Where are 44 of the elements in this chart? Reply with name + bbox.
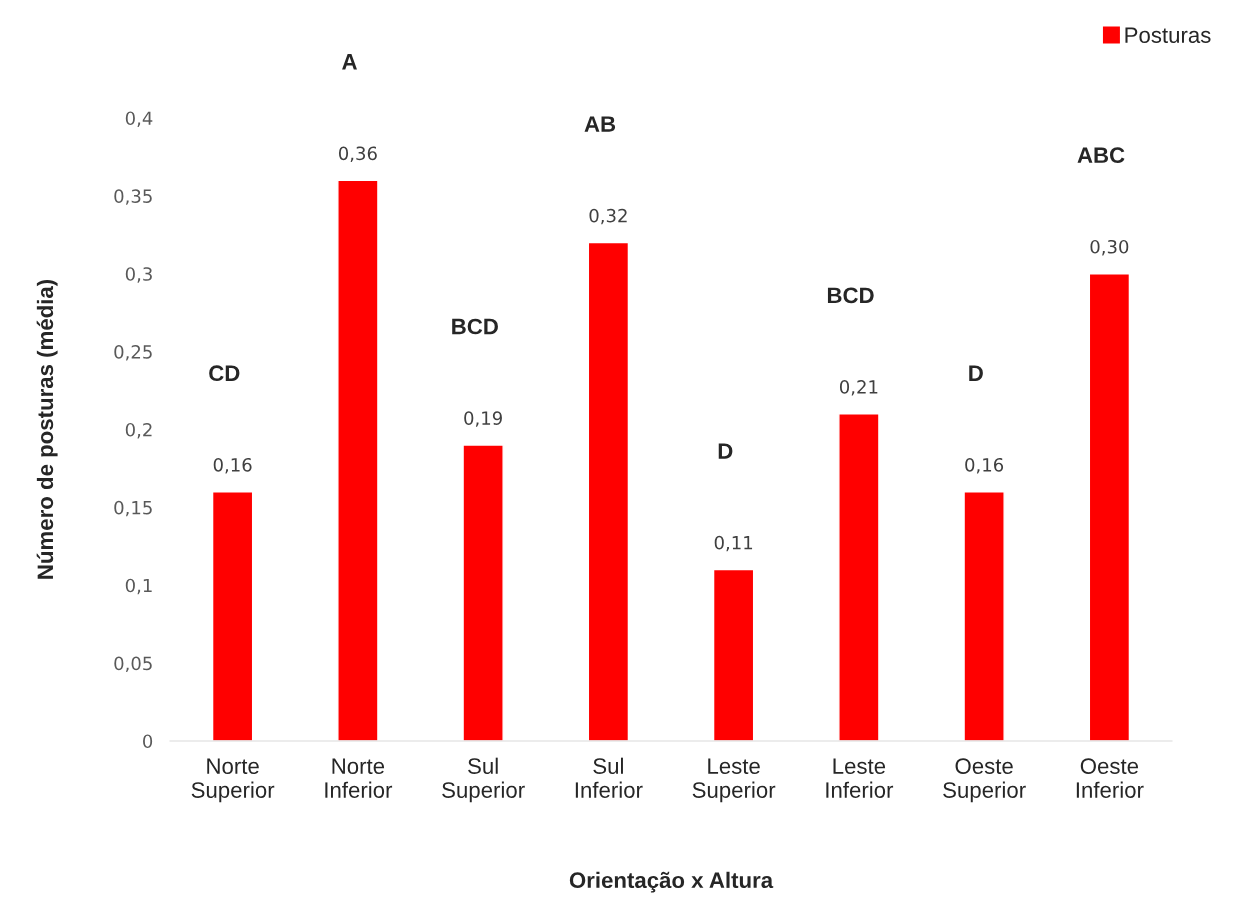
data-label: 0,36 (338, 146, 377, 162)
data-label: 0,16 (965, 457, 1004, 474)
data-label: 0,32 (589, 208, 627, 225)
y-tick-label: 0,35 (114, 189, 152, 205)
x-tick-label: Leste Superior (692, 758, 776, 803)
x-tick-label: Sul Superior (442, 757, 525, 803)
bar (712, 568, 755, 741)
x-tick-label: Leste Inferior (826, 758, 894, 798)
annotation: BCD (452, 318, 498, 335)
y-tick-label: 0,25 (114, 345, 152, 361)
data-label: 0,11 (714, 535, 753, 552)
text: A (342, 54, 357, 70)
annotation: AB (584, 116, 616, 132)
bar (462, 444, 504, 741)
x-tick-label: Oeste Superior (943, 758, 1026, 803)
bar (587, 241, 630, 741)
annotation: D (718, 443, 733, 459)
bar (963, 491, 1005, 741)
x-tick-label: Oeste Inferior (1076, 758, 1144, 798)
data-label: 0,30 (1090, 239, 1129, 256)
y-tick-label: 0,2 (125, 422, 152, 439)
x-tick-label: Norte Superior (191, 758, 275, 803)
legend-label: Posturas (1125, 27, 1211, 43)
y-tick-label: 0,1 (125, 578, 152, 595)
bar (838, 413, 880, 741)
annotation: BCD (827, 287, 874, 304)
x-tick-label: Sul Inferior (575, 757, 643, 798)
annotation: D (969, 365, 983, 381)
y-tick-label: 0,3 (125, 267, 152, 283)
data-label: 0,21 (839, 380, 878, 396)
y-tick-label: 0,05 (114, 656, 152, 673)
annotation: ABC (1077, 147, 1125, 164)
y-axis-title: Número de posturas (média) (36, 279, 58, 579)
annotation: CD (209, 365, 240, 382)
bar (1088, 273, 1131, 741)
y-tick-label: 0,15 (114, 500, 152, 517)
data-label: 0,16 (213, 457, 252, 474)
data-label: 0,19 (464, 411, 502, 427)
x-axis-title: Orientação x Altura (569, 871, 774, 893)
x-tick-label: Norte Inferior (325, 758, 393, 798)
y-tick-label: 0 (143, 734, 153, 749)
bar (211, 491, 254, 741)
y-tick-label: 0,4 (125, 111, 153, 127)
bar (337, 179, 379, 741)
